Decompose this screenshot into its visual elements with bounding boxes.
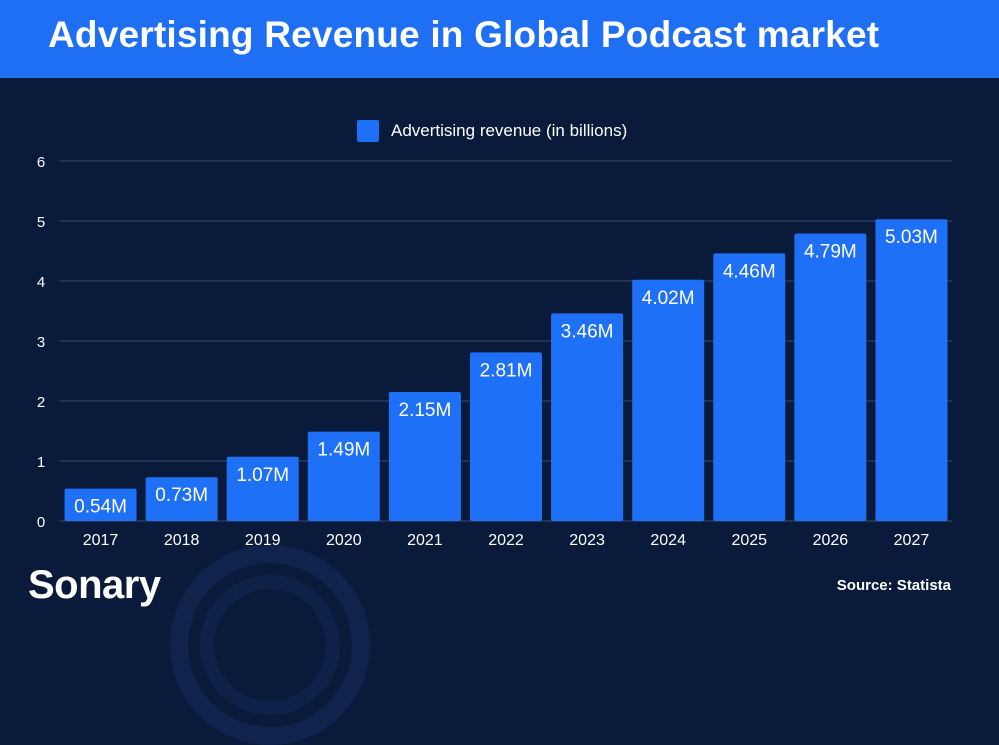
x-tick-label-2017: 2017 [83, 532, 119, 549]
data-label-2024: 4.02M [642, 288, 695, 309]
x-tick-label-2019: 2019 [245, 532, 281, 549]
data-label-2018: 0.73M [155, 485, 208, 506]
bar-2017 [64, 488, 137, 521]
bar-2025 [713, 253, 786, 521]
data-label-2027: 5.03M [885, 227, 938, 248]
y-tick-label-4: 4 [37, 274, 45, 291]
x-tick-label-2022: 2022 [488, 532, 524, 549]
x-tick-label-2027: 2027 [894, 532, 930, 549]
data-label-2026: 4.79M [804, 242, 857, 263]
x-tick-label-2026: 2026 [813, 532, 849, 549]
y-tick-label-0: 0 [37, 514, 45, 531]
brand-logo: Sonary [28, 563, 161, 607]
bar-2018 [145, 477, 218, 521]
bar-2022 [470, 352, 542, 521]
bar-chart: 0 1 2 3 4 5 6 Advertising revenue (in billions)… [37, 120, 952, 549]
x-tick-label-2024: 2024 [650, 532, 686, 549]
x-tick-label-2018: 2018 [164, 532, 200, 549]
bar-2024 [632, 279, 705, 521]
bar-2020 [307, 431, 380, 521]
data-label-2019: 1.07M [236, 465, 289, 486]
x-tick-label-2020: 2020 [326, 532, 362, 549]
y-tick-label-2: 2 [37, 394, 45, 411]
page-title: Advertising Revenue in Global Podcast ma… [48, 14, 880, 55]
legend-label: Advertising revenue (in billions) [391, 121, 627, 140]
legend-swatch [357, 120, 379, 142]
bar-2026 [794, 233, 867, 521]
data-label-2022: 2.81M [480, 360, 533, 381]
data-label-2021: 2.15M [399, 400, 452, 421]
data-label-2025: 4.46M [723, 261, 776, 282]
data-label-2017: 0.54M [74, 497, 127, 518]
y-tick-label-5: 5 [37, 214, 45, 231]
bar-2027 [875, 219, 948, 521]
x-tick-label-2025: 2025 [731, 532, 767, 549]
y-tick-label-3: 3 [37, 334, 45, 351]
bar-2023 [551, 313, 624, 521]
y-tick-label-1: 1 [37, 454, 45, 471]
data-label-2020: 1.49M [317, 440, 370, 461]
title-bar: Advertising Revenue in Global Podcast ma… [0, 0, 999, 78]
y-tick-label-6: 6 [37, 154, 45, 171]
x-tick-label-2021: 2021 [407, 532, 443, 549]
bar-2019 [226, 456, 299, 521]
decorative-ring-inner [200, 575, 340, 715]
source-label: Source: Statista [836, 577, 951, 594]
bar-2021 [388, 392, 461, 521]
data-label-2023: 3.46M [561, 321, 614, 342]
x-tick-label-2023: 2023 [569, 532, 605, 549]
